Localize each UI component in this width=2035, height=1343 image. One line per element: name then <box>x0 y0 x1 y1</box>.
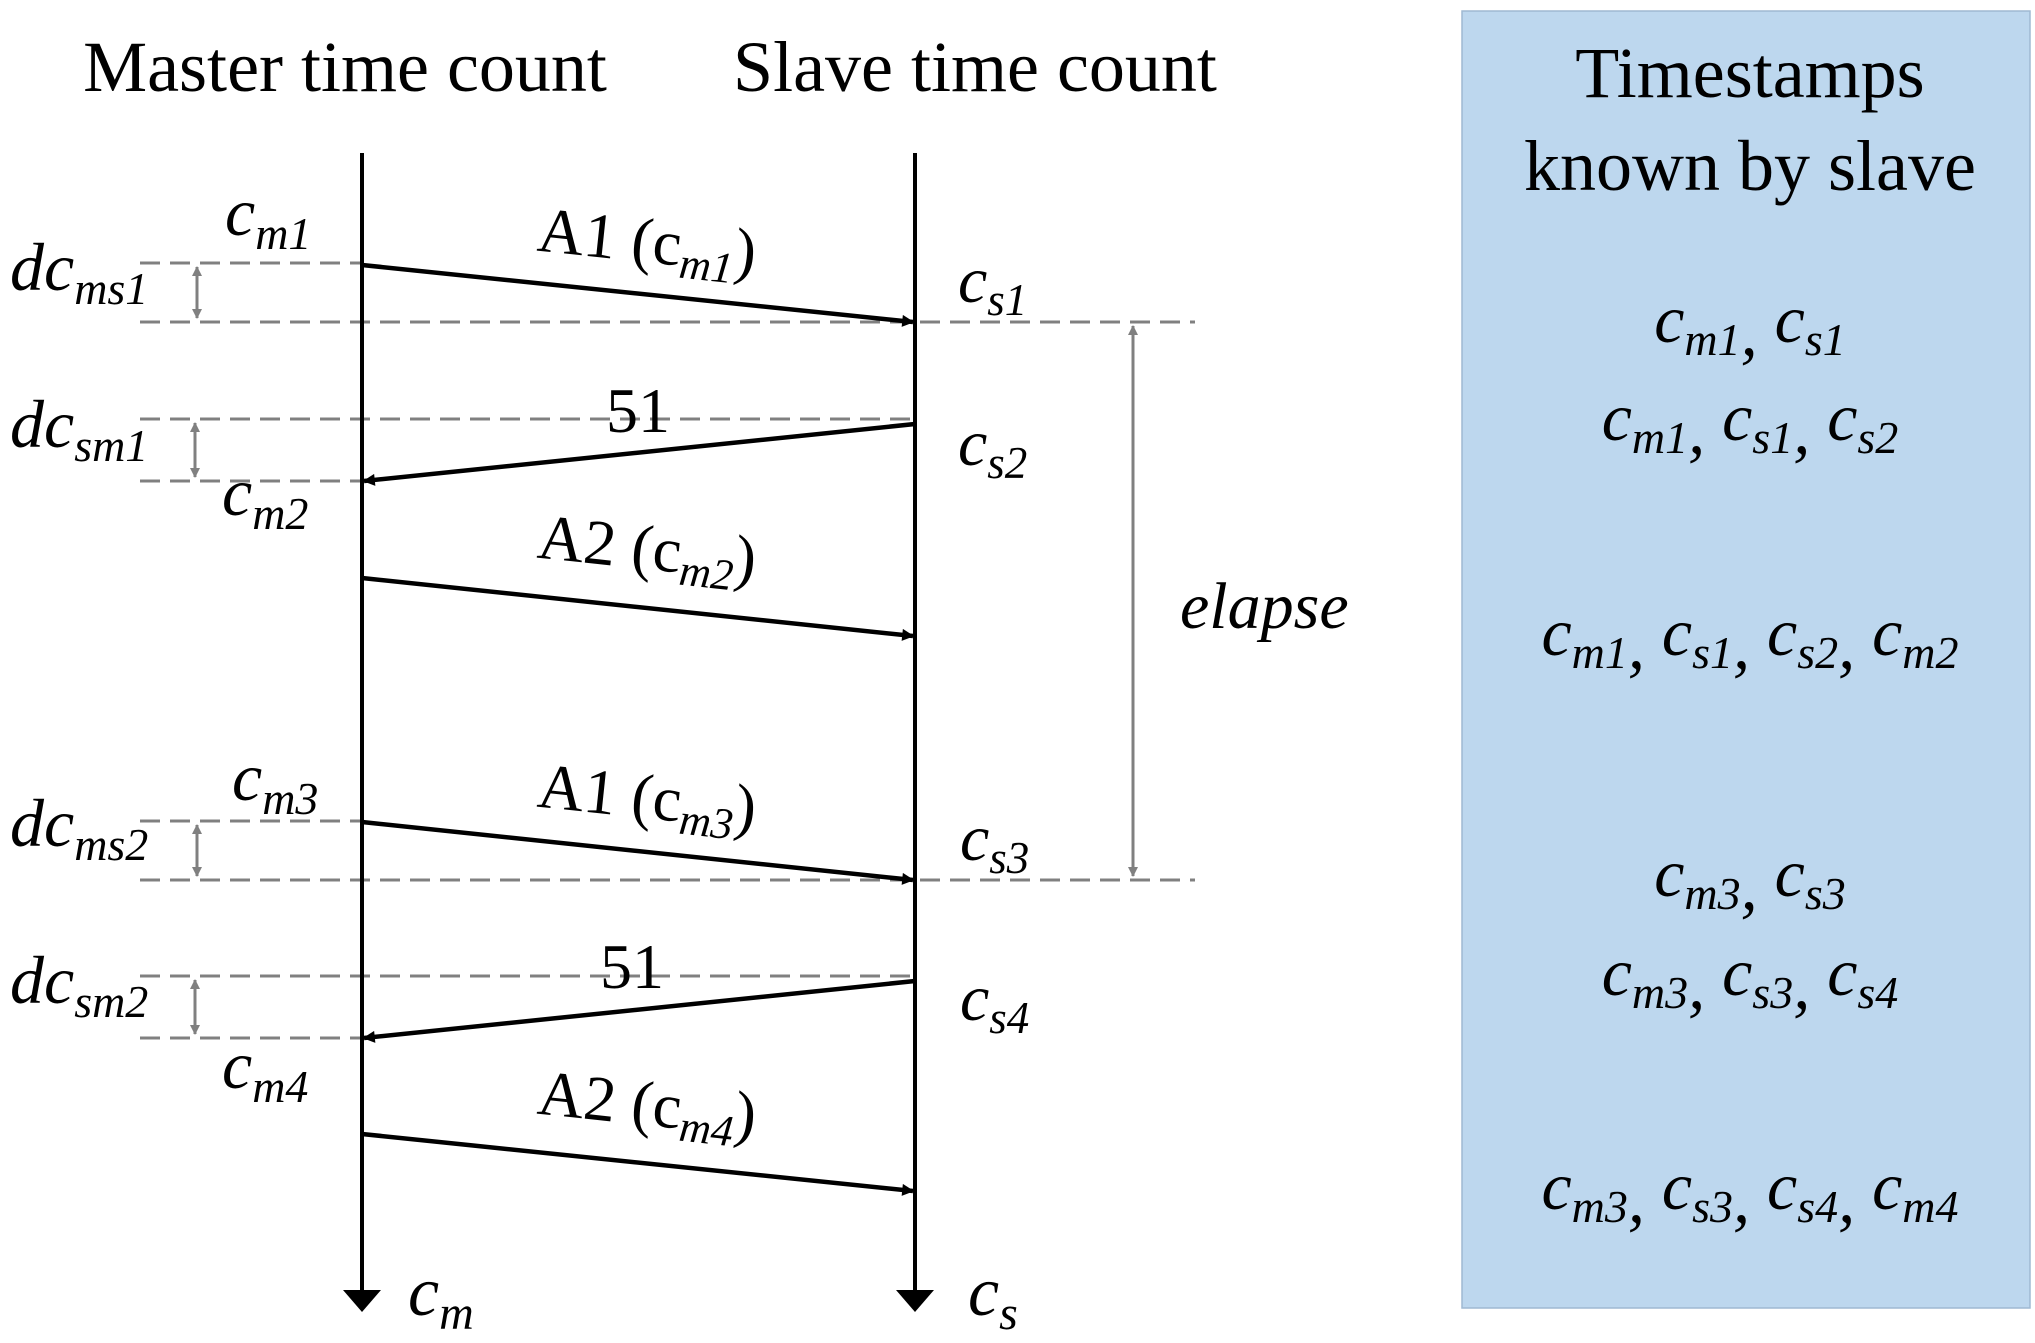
message-label: 51 <box>606 375 670 446</box>
master-timestamp-label: cm2 <box>222 454 308 539</box>
panel-row: cm1, cs1, cs2 <box>1602 379 1899 468</box>
reference-lines <box>140 261 1195 1040</box>
elapse-label: elapse <box>1180 570 1349 643</box>
timestamp-panel <box>1461 10 2031 1309</box>
panel-row: cm3, cs3, cs4, cm4 <box>1541 1148 1958 1237</box>
delay-label: dcms1 <box>10 229 148 314</box>
panel-title-line2: known by slave <box>1524 126 1976 206</box>
master-stamps: cm1 cm2 cm3 cm4 <box>222 174 318 1112</box>
master-timeline-arrowhead <box>343 1290 381 1312</box>
slave-timestamp-label: cs3 <box>960 802 1029 883</box>
master-timestamp-label: cm3 <box>232 739 318 824</box>
panel-row: cm1, cs1 <box>1654 281 1846 370</box>
message-arrow-a1-1 <box>361 262 915 327</box>
message-label: 51 <box>600 931 664 1002</box>
delay-label: dcms2 <box>10 785 148 870</box>
slave-header: Slave time count <box>733 27 1217 107</box>
delay-label: dcsm2 <box>10 942 148 1027</box>
message-labels: A1 (cm1) 51 A2 (cm2) A1 (cm3) 51 A2 (cm4) <box>534 194 760 1158</box>
panel-title-line1: Timestamps <box>1575 33 1924 113</box>
slave-timestamp-label: cs2 <box>958 407 1027 488</box>
slave-axis-label: cs <box>968 1254 1018 1340</box>
message-arrow-a1-2 <box>361 819 915 885</box>
slave-timeline-arrowhead <box>896 1290 934 1312</box>
message-label: A1 (cm1) <box>534 194 760 295</box>
message-arrow-a2-1 <box>361 575 915 641</box>
slave-timestamp-label: cs4 <box>960 962 1029 1043</box>
message-label: A2 (cm4) <box>534 1057 760 1158</box>
panel-row: cm3, cs3 <box>1654 835 1846 924</box>
delay-arrows <box>190 266 1138 1035</box>
delay-label: dcsm1 <box>10 386 148 471</box>
delay-labels: dcms1 dcsm1 dcms2 dcsm2 <box>10 229 148 1027</box>
message-arrow-51-1 <box>362 421 916 486</box>
master-timestamp-label: cm4 <box>222 1027 308 1112</box>
master-axis-label: cm <box>408 1254 474 1340</box>
panel-row: cm1, cs1, cs2, cm2 <box>1541 594 1958 683</box>
panel-row: cm3, cs3, cs4 <box>1602 934 1899 1023</box>
slave-timestamp-label: cs1 <box>958 244 1027 325</box>
slave-stamps: cs1 cs2 cs3 cs4 <box>958 244 1029 1043</box>
panel-rows: cm1, cs1 cm1, cs1, cs2 cm1, cs1, cs2, cm2 c… <box>1541 281 1958 1237</box>
message-arrow-51-2 <box>362 978 916 1043</box>
axis-end-labels: cm cs <box>408 1254 1018 1340</box>
master-timestamp-label: cm1 <box>225 174 311 259</box>
master-header: Master time count <box>83 27 607 107</box>
message-arrows <box>361 262 916 1196</box>
message-arrow-a2-2 <box>361 1131 915 1196</box>
message-label: A1 (cm3) <box>534 750 760 851</box>
message-label: A2 (cm2) <box>534 501 760 602</box>
